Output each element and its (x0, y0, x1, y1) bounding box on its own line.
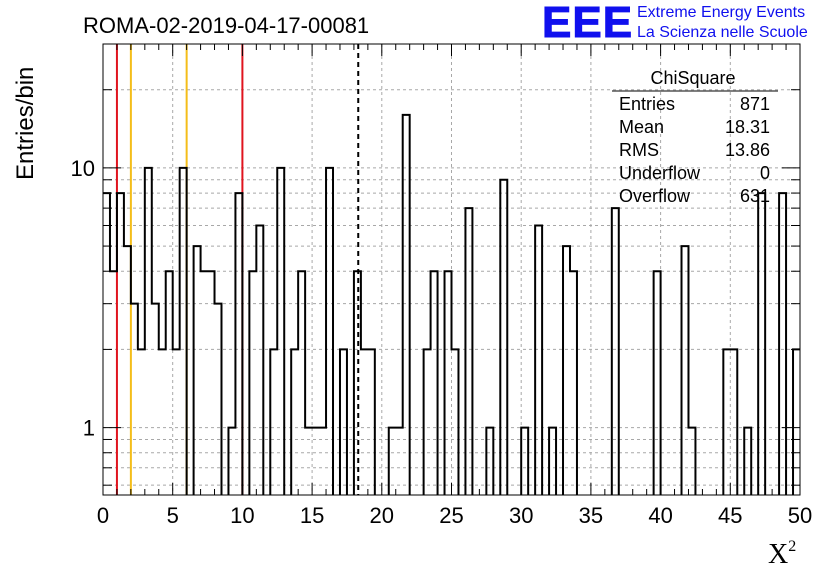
chart-title: ROMA-02-2019-04-17-00081 (83, 13, 369, 38)
histogram-outline (103, 113, 800, 495)
logo-line-2: La Scienza nelle Scuole (637, 24, 808, 41)
x-axis-label: X2 (768, 538, 796, 570)
stats-value: 871 (740, 94, 770, 114)
x-tick-label: 30 (509, 503, 533, 528)
x-tick-label: 0 (97, 503, 109, 528)
eee-logo-mark: EEE (541, 0, 634, 47)
x-tick-label: 10 (230, 503, 254, 528)
stats-value: 631 (740, 186, 770, 206)
stats-label: Entries (619, 94, 675, 114)
x-tick-label: 25 (439, 503, 463, 528)
stats-value: 18.31 (725, 117, 770, 137)
x-tick-label: 35 (579, 503, 603, 528)
stats-value: 0 (760, 163, 770, 183)
x-tick-label: 45 (718, 503, 742, 528)
stats-label: Overflow (619, 186, 691, 206)
stats-value: 13.86 (725, 140, 770, 160)
stats-title: ChiSquare (650, 68, 735, 88)
stats-label: Mean (619, 117, 664, 137)
stats-label: RMS (619, 140, 659, 160)
x-tick-label: 50 (788, 503, 812, 528)
x-tick-label: 5 (167, 503, 179, 528)
x-tick-label: 15 (300, 503, 324, 528)
y-axis-label: Entries/bin (12, 67, 39, 180)
stats-box: ChiSquare Entries 871 Mean 18.31 RMS 13.86 Und… (612, 68, 778, 206)
stats-label: Underflow (619, 163, 701, 183)
axis-ticks: 0 5 10 15 20 25 30 35 40 45 50 1 10 (71, 44, 812, 528)
logo-line-1: Extreme Energy Events (637, 4, 806, 21)
x-tick-label: 20 (370, 503, 394, 528)
x-axis-label-superscript: 2 (788, 538, 796, 555)
stats-rows: Entries 871 Mean 18.31 RMS 13.86 Underflow 0 Ove… (619, 94, 770, 206)
histogram-bars (103, 113, 800, 495)
y-tick-label: 1 (83, 416, 95, 441)
x-tick-label: 40 (648, 503, 672, 528)
x-axis-label-base: X (768, 539, 788, 570)
y-tick-label: 10 (71, 156, 95, 181)
